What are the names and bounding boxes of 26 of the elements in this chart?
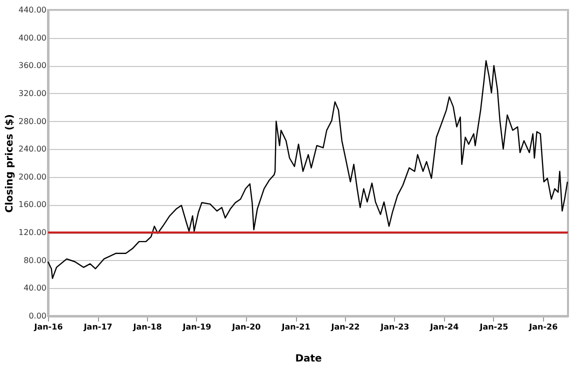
x-tick-label: Jan-20 [231, 322, 262, 332]
x-tick-label: Jan-17 [82, 322, 112, 332]
y-tick-label: 160.00 [18, 200, 46, 210]
y-tick-label: 280.00 [18, 116, 46, 126]
y-tick-label: 320.00 [18, 88, 46, 98]
x-tick-label: Jan-26 [528, 322, 558, 332]
y-tick-label: 200.00 [18, 172, 46, 182]
line-series [47, 60, 568, 280]
x-tick-label: Jan-19 [182, 322, 212, 332]
x-tick-label: Jan-21 [280, 322, 311, 332]
y-tick-label: 360.00 [18, 61, 46, 70]
y-axis-title: Closing prices ($) [4, 114, 16, 213]
y-tick-label: 440.00 [18, 6, 46, 14]
y-tick-label: 80.00 [24, 256, 46, 265]
x-tick-label: Jan-24 [429, 322, 460, 332]
y-tick-label: 400.00 [18, 33, 46, 42]
x-tick-label: Jan-16 [33, 322, 64, 332]
y-tick-label: 120.00 [18, 228, 46, 238]
x-tick-label: Jan-23 [380, 322, 410, 332]
x-tick-label: Jan-22 [330, 322, 360, 332]
x-axis-title: Date [295, 354, 322, 364]
y-tick-label: 40.00 [24, 284, 46, 293]
x-tick-label: Jan-25 [478, 322, 509, 332]
x-tick-label: Jan-18 [132, 322, 162, 332]
y-tick-label: 0.00 [28, 312, 46, 320]
y-tick-label: 240.00 [18, 144, 46, 154]
